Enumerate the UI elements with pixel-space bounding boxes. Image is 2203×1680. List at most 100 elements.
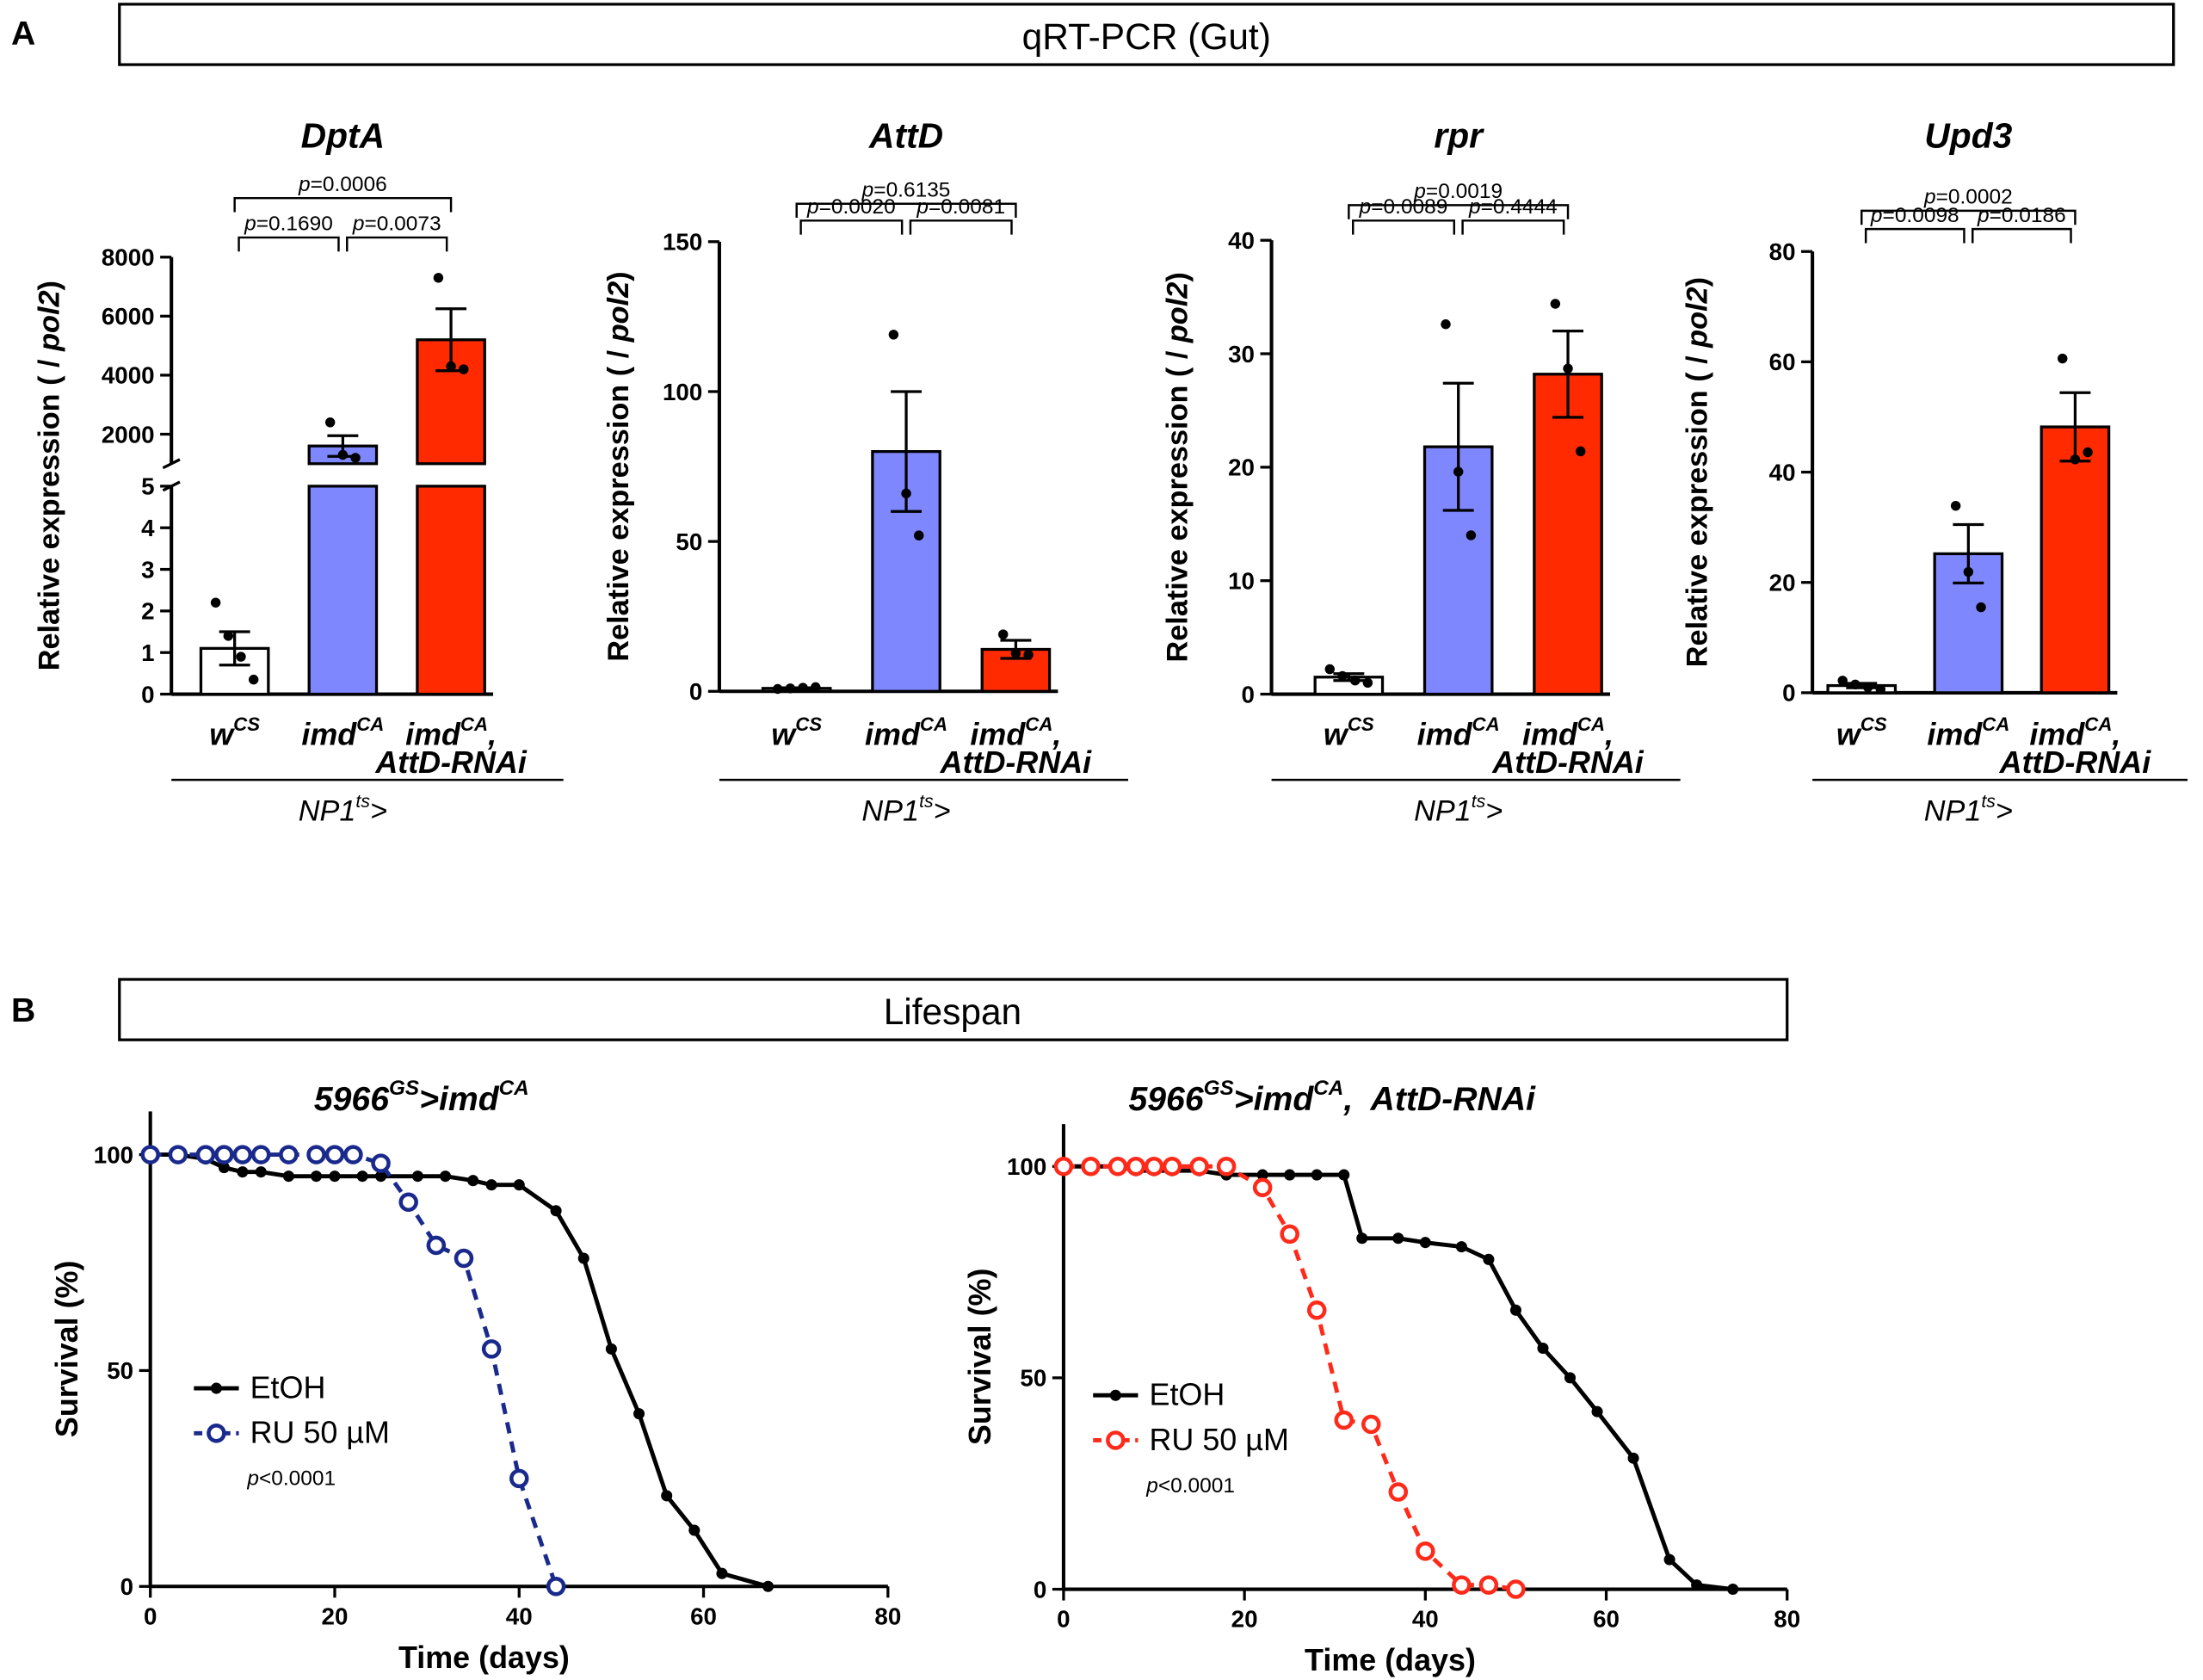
text-run: w: [1836, 716, 1862, 751]
p-value-label: p=0.0089: [1359, 195, 1448, 219]
y-tick-label: 100: [663, 379, 702, 405]
data-point: [1324, 664, 1336, 675]
y-axis-label: Relative expression ( / pol2): [602, 271, 635, 661]
data-point: [1976, 602, 1986, 613]
text-run: imd: [970, 716, 1026, 751]
y-tick-label: 8000: [102, 244, 155, 271]
text-run: pol2: [1162, 282, 1194, 343]
data-point: [1256, 1169, 1268, 1181]
data-point: [1362, 677, 1373, 689]
data-point: [426, 1235, 447, 1256]
data-point: [1564, 1372, 1577, 1384]
significance-bracket: [795, 202, 1017, 219]
data-point: [306, 1145, 326, 1164]
data-point: [398, 1192, 418, 1213]
data-point: [279, 1145, 299, 1164]
text-run: ,: [2111, 716, 2120, 751]
chart-title: 5966GS>imdCA: [314, 1077, 529, 1118]
text-run: NP1: [1924, 794, 1982, 827]
text-run: =0.1690: [256, 213, 333, 236]
p-value-label: p=0.6135: [861, 179, 951, 202]
p-value-label: p=0.0019: [1413, 180, 1503, 203]
y-tick-label: 0: [141, 681, 154, 707]
text-run: NP1: [1414, 794, 1472, 827]
text-run: Relative expression ( /: [1682, 348, 1714, 667]
text-run: >: [370, 794, 387, 827]
category-label: imdCA: [301, 713, 384, 751]
data-point: [329, 1170, 341, 1183]
y-tick-label: 150: [663, 229, 702, 256]
y-tick-label: 30: [1228, 341, 1255, 368]
chart-title: rpr: [1434, 115, 1484, 155]
data-point: [343, 1145, 363, 1164]
text-run: imd: [1417, 716, 1473, 751]
data-point: [785, 683, 796, 694]
text-run: p: [1413, 180, 1426, 203]
data-point: [1419, 1237, 1431, 1249]
data-point: [218, 1162, 230, 1174]
data-point: [1850, 679, 1861, 689]
data-point: [577, 1252, 589, 1264]
p-value-label: p=0.0006: [298, 173, 387, 196]
data-point: [1081, 1156, 1101, 1177]
panel-header: qRT-PCR (Gut): [1022, 16, 1271, 57]
text-run: AttD-RNAi: [1999, 744, 2152, 780]
data-point: [1875, 684, 1886, 695]
y-tick-label: 10: [1228, 567, 1255, 594]
text-run: =0.0186: [1990, 204, 2066, 227]
y-tick-label: 2: [141, 598, 154, 625]
legend-marker: [1106, 1430, 1126, 1450]
y-tick-label: 100: [94, 1141, 133, 1168]
text-run: ): [1162, 272, 1194, 281]
significance-bracket: [1972, 227, 2072, 244]
text-run: CS: [1348, 713, 1374, 735]
x-tick-label: 40: [1412, 1606, 1439, 1633]
data-point: [168, 1145, 188, 1164]
data-point: [1189, 1156, 1209, 1177]
chart-title: DptA: [301, 115, 385, 155]
data-point: [1862, 682, 1873, 693]
data-point: [1537, 1342, 1549, 1355]
text-run: >: [934, 794, 951, 827]
data-point: [1162, 1156, 1182, 1177]
data-point: [446, 361, 456, 372]
text-run: imd: [405, 716, 461, 751]
group-label: NP1ts>: [1924, 791, 2013, 827]
data-point: [236, 652, 246, 662]
data-point: [232, 1145, 253, 1164]
data-point: [901, 488, 911, 499]
group-label: NP1ts>: [299, 791, 387, 827]
axis-break: [162, 480, 181, 492]
y-tick-label: 3: [141, 556, 154, 583]
text-run: CA: [499, 1077, 529, 1100]
text-run: p: [806, 195, 819, 219]
data-point: [1483, 1253, 1495, 1265]
text-run: CA: [920, 713, 947, 735]
data-point: [1576, 446, 1586, 457]
data-point: [1216, 1156, 1237, 1177]
text-run: CA: [356, 713, 384, 735]
x-axis-label: Time (days): [398, 1640, 570, 1675]
data-point: [1453, 466, 1464, 477]
text-run: CA: [1982, 713, 2009, 735]
text-run: ts: [919, 791, 934, 812]
text-run: AttD-RNAi: [1491, 744, 1645, 780]
text-run: w: [209, 716, 235, 751]
text-run: =0.0006: [311, 173, 387, 196]
y-tick-label: 4: [141, 515, 155, 541]
data-point: [1441, 319, 1451, 330]
data-point: [1334, 1410, 1354, 1430]
chart-title: 5966GS>imdCA, AttD-RNAi: [1128, 1077, 1536, 1118]
data-point: [375, 1170, 387, 1183]
text-run: =0.0098: [1883, 204, 1959, 227]
p-value-label: p=0.4444: [1468, 195, 1558, 219]
data-point: [811, 682, 821, 693]
x-tick-label: 0: [1057, 1606, 1070, 1633]
data-point: [1416, 1541, 1435, 1561]
chart-title: AttD: [868, 115, 943, 155]
data-point: [195, 1145, 216, 1164]
text-run: >imd: [1234, 1081, 1315, 1118]
data-point: [411, 1170, 423, 1183]
data-point: [1591, 1405, 1603, 1418]
